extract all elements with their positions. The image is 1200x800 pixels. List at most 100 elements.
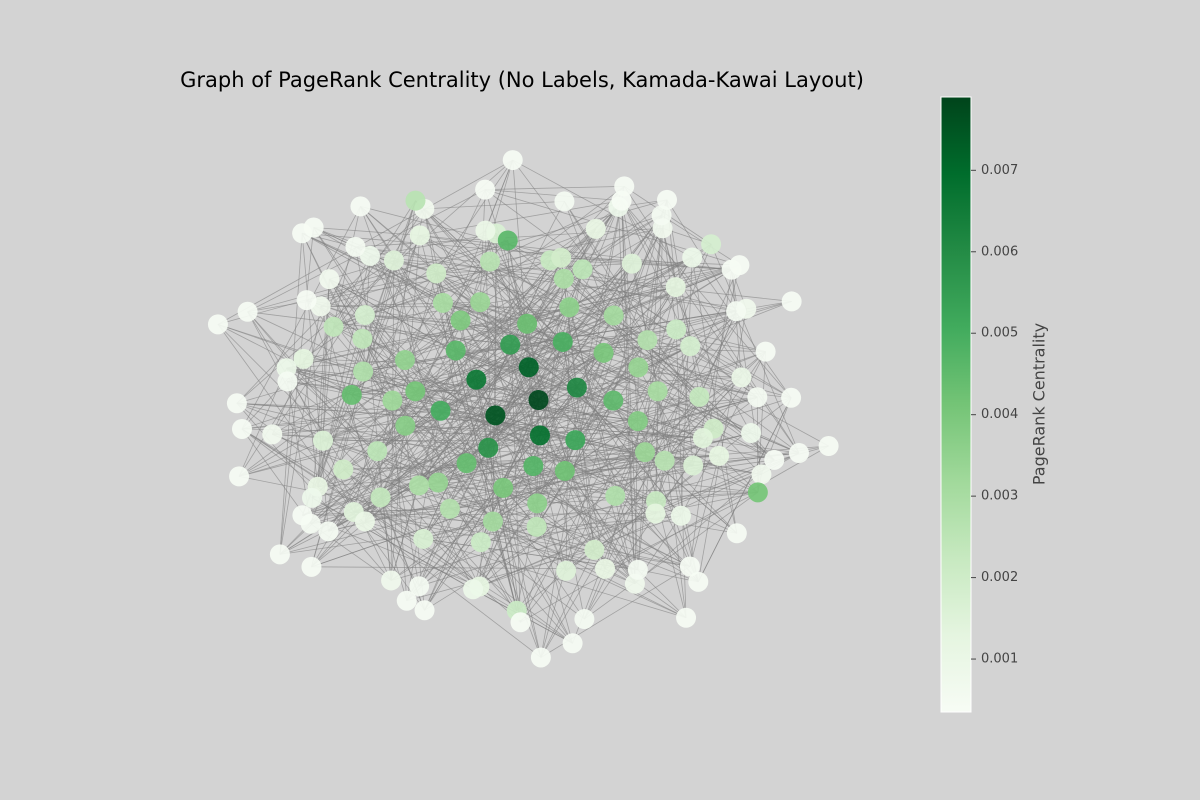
edge (540, 199, 668, 658)
chart-title: Graph of PageRank Centrality (No Labels,… (180, 68, 864, 92)
node (426, 263, 447, 284)
node (463, 579, 484, 600)
node (360, 245, 381, 266)
edge (492, 521, 687, 619)
node (670, 505, 691, 526)
node (226, 393, 247, 414)
node (692, 428, 713, 449)
node (574, 609, 595, 630)
node (628, 357, 649, 378)
edge (301, 232, 775, 461)
edge (351, 394, 573, 644)
edge (311, 439, 576, 499)
node (207, 314, 228, 335)
node (318, 521, 339, 542)
edge (472, 452, 800, 590)
node (552, 331, 573, 352)
node (656, 189, 677, 210)
edge (333, 264, 740, 328)
node (301, 556, 322, 577)
node (497, 230, 518, 251)
edge (637, 569, 687, 619)
colorbar-tick-label: 0.004 (981, 407, 1018, 422)
colorbar-tick-label: 0.006 (981, 244, 1018, 259)
node (405, 381, 426, 402)
node (383, 250, 404, 271)
edge (302, 352, 604, 516)
node (430, 400, 451, 421)
edge (536, 503, 567, 571)
edge (512, 159, 693, 258)
edge (621, 200, 792, 399)
colorbar-tick-label: 0.007 (981, 163, 1018, 178)
edge (424, 263, 633, 611)
edge (489, 261, 829, 447)
node (603, 305, 624, 326)
edge (279, 228, 597, 555)
node (665, 277, 686, 298)
edge (480, 541, 585, 620)
node (319, 269, 340, 290)
edge (479, 189, 486, 303)
edge (217, 324, 480, 587)
colorbar-tick-label: 0.003 (981, 489, 1018, 504)
node (682, 247, 703, 268)
edge (404, 206, 619, 361)
edge (360, 206, 562, 259)
node (709, 445, 730, 466)
node (614, 176, 635, 197)
colorbar-label: PageRank Centrality (1030, 323, 1049, 485)
edge (313, 227, 420, 236)
nodes (207, 150, 839, 668)
node (634, 442, 655, 463)
node (788, 443, 809, 464)
node (553, 268, 574, 289)
node (470, 532, 491, 553)
node (651, 205, 672, 226)
edge (313, 227, 585, 620)
edge (442, 302, 766, 353)
node (517, 313, 538, 334)
node (432, 292, 453, 313)
node (231, 418, 252, 439)
node (292, 223, 313, 244)
node (676, 607, 697, 628)
edge (680, 351, 766, 516)
edge (247, 240, 508, 313)
edge (313, 227, 573, 644)
edge (415, 278, 565, 392)
edge (584, 492, 759, 620)
edge (238, 341, 563, 477)
node (529, 425, 550, 446)
edge (353, 208, 425, 513)
edge (333, 206, 361, 327)
edge (286, 367, 614, 401)
node (409, 225, 430, 246)
node (689, 386, 710, 407)
node (741, 423, 762, 444)
node (229, 466, 250, 487)
edge (710, 244, 800, 454)
edge (286, 367, 567, 572)
edge (422, 215, 662, 540)
node (729, 255, 750, 276)
edge (731, 269, 742, 378)
edge (364, 260, 551, 522)
node (445, 340, 466, 361)
node (530, 647, 551, 668)
node (559, 297, 580, 318)
node (627, 559, 648, 580)
node (731, 367, 752, 388)
node (450, 310, 471, 331)
edge (217, 323, 576, 441)
node (405, 190, 426, 211)
node (475, 220, 496, 241)
edge (691, 257, 792, 399)
node (333, 459, 354, 480)
node (350, 196, 371, 217)
node (395, 415, 416, 436)
node (478, 437, 499, 458)
node (352, 328, 373, 349)
node (755, 341, 776, 362)
node (679, 556, 700, 577)
